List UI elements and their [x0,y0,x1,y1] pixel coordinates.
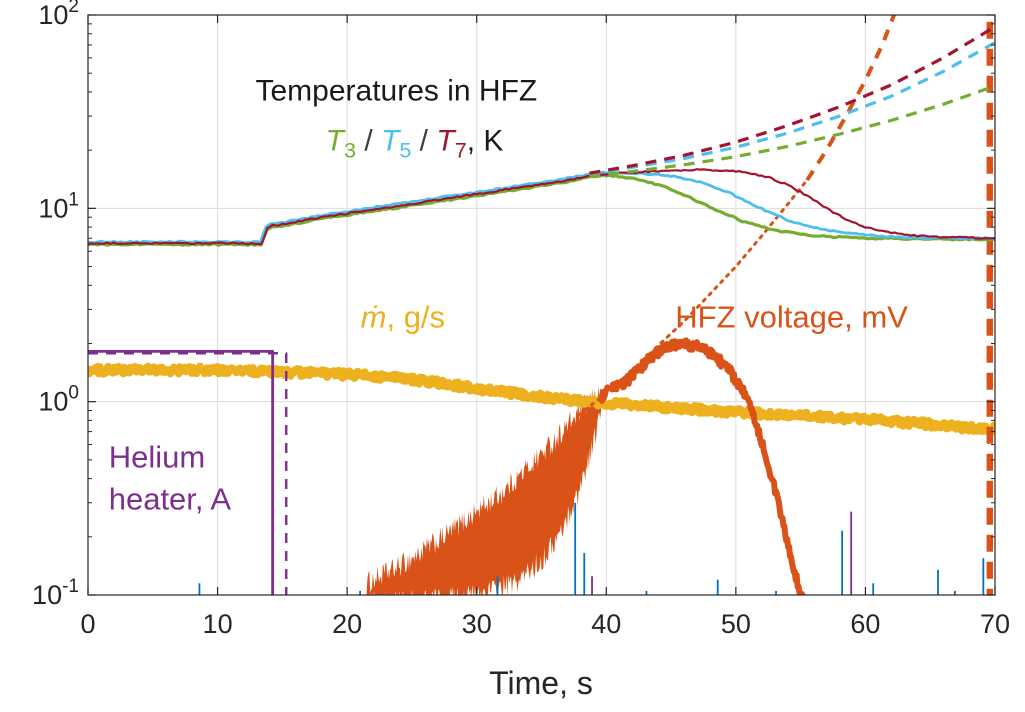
axes: 0 10 20 30 40 50 60 70 10-1 100 101 102 [32,0,1010,639]
series-helium-heater-current [88,349,275,595]
series-T5-temperature [88,170,995,245]
annotation-temperature-legend: T3 / T5 / T7, K [326,125,504,163]
annotation-temperatures-title: Temperatures in HFZ [256,74,538,107]
y-tick-label: 101 [38,189,79,223]
y-tick-label: 100 [38,383,79,417]
x-tick-label: 30 [462,609,492,639]
series-hfz-voltage-noise-band [366,386,602,595]
annotation-helium-heater-label-line1: Helium [109,439,205,474]
y-tick-label: 10-1 [32,576,79,610]
x-tick-label: 50 [721,609,751,639]
x-tick-label: 70 [980,609,1010,639]
annotation-hfz-voltage-label: HFZ voltage, mV [675,300,908,335]
series-T3-extrapolation [589,84,995,179]
series-hfz-voltage [598,337,806,595]
series-layer [88,15,995,595]
series-T7-temperature [88,168,995,246]
x-tick-label: 0 [80,609,95,639]
x-tick-label: 20 [332,609,362,639]
series-T7-extrapolation [589,25,995,175]
series-helium-heater-current-dashed [88,352,288,595]
x-axis-label: Time, s [489,665,593,701]
series-T5-extrapolation [589,41,995,176]
series-hfz-voltage-fit-dotted [576,178,809,417]
annotation-mass-flow-label: ṁ, g/s [361,300,445,335]
annotations: Temperatures in HFZ T3 / T5 / T7, K ṁ, g/s… [109,74,908,516]
y-tick-label: 102 [38,0,79,30]
x-tick-label: 60 [850,609,880,639]
x-tick-label: 10 [203,609,233,639]
series-hfz-voltage-fit-dashed [805,15,897,182]
series-mass-flow-rate [88,362,995,437]
series-event-spikes-purple [591,511,956,595]
x-tick-label: 40 [591,609,621,639]
annotation-helium-heater-label-line2: heater, A [109,482,232,517]
